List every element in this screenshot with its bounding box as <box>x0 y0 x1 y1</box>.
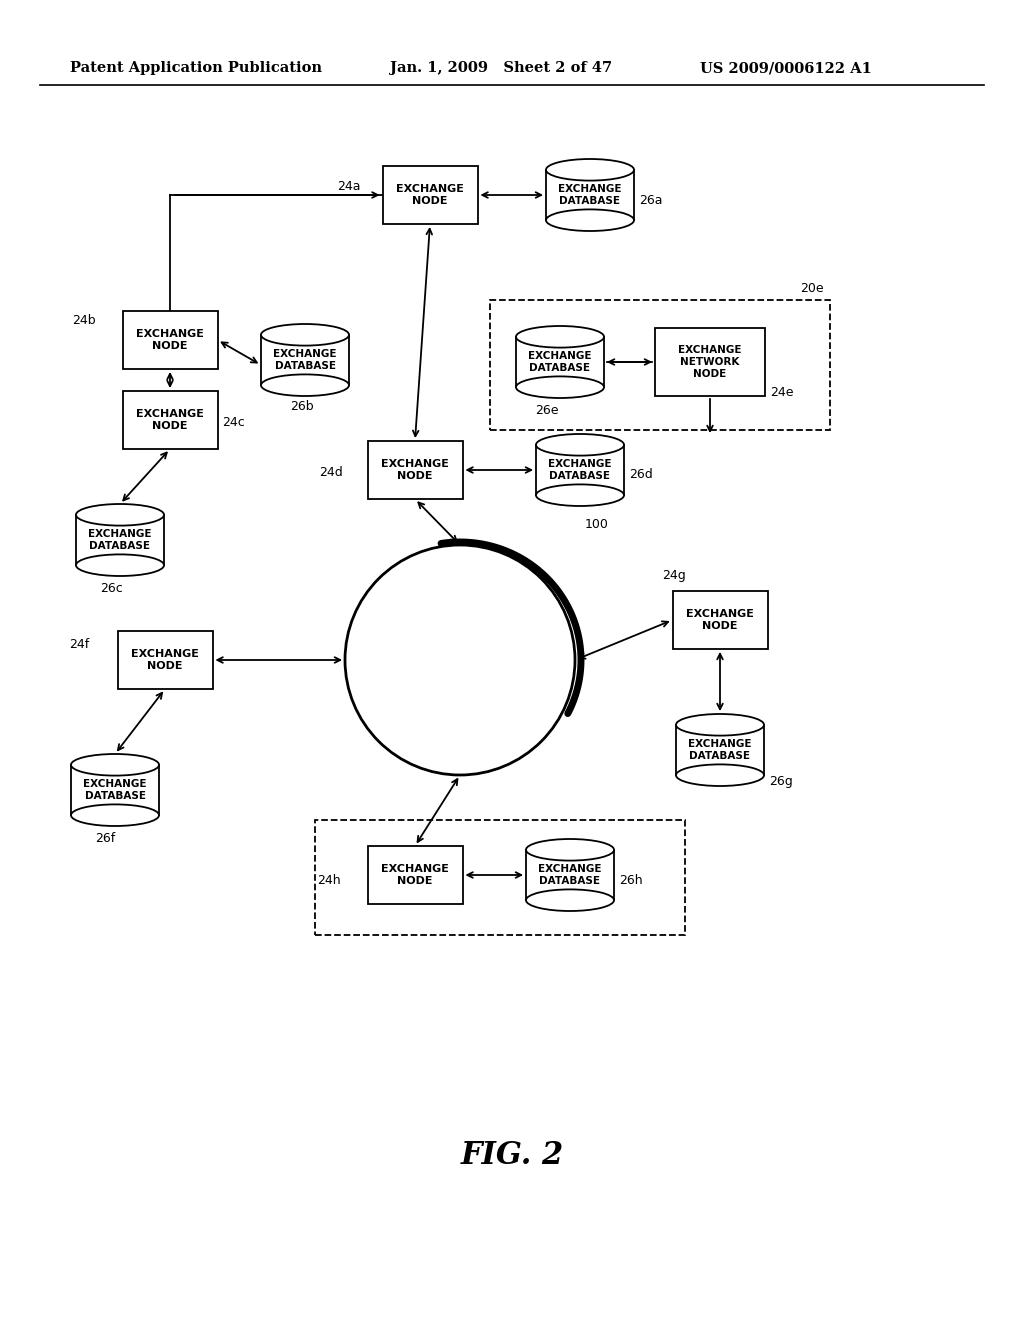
Text: EXCHANGE
NODE: EXCHANGE NODE <box>136 409 204 430</box>
Ellipse shape <box>536 484 624 506</box>
FancyArrowPatch shape <box>118 693 162 750</box>
Ellipse shape <box>516 376 604 399</box>
Ellipse shape <box>345 545 575 775</box>
Text: 26a: 26a <box>639 194 663 206</box>
Text: EXCHANGE
DATABASE: EXCHANGE DATABASE <box>528 351 592 372</box>
Text: 24b: 24b <box>73 314 96 326</box>
FancyArrowPatch shape <box>467 467 531 473</box>
Ellipse shape <box>546 158 634 181</box>
Text: EXCHANGE
DATABASE: EXCHANGE DATABASE <box>688 739 752 760</box>
FancyBboxPatch shape <box>118 631 213 689</box>
Ellipse shape <box>76 504 164 525</box>
Ellipse shape <box>71 804 159 826</box>
Text: 24d: 24d <box>319 466 343 479</box>
Text: EXCHANGE
DATABASE: EXCHANGE DATABASE <box>558 185 622 206</box>
FancyBboxPatch shape <box>123 391 217 449</box>
Text: 24f: 24f <box>70 639 90 652</box>
Text: 26b: 26b <box>290 400 313 412</box>
Text: EXCHANGE
DATABASE: EXCHANGE DATABASE <box>548 459 611 480</box>
FancyBboxPatch shape <box>368 846 463 904</box>
Text: 100: 100 <box>585 519 609 532</box>
FancyArrowPatch shape <box>607 359 650 364</box>
Text: 24c: 24c <box>222 416 246 429</box>
FancyArrowPatch shape <box>413 228 432 436</box>
Text: 26h: 26h <box>618 874 643 887</box>
Text: EXCHANGE
DATABASE: EXCHANGE DATABASE <box>83 779 146 801</box>
Text: FIG. 2: FIG. 2 <box>461 1139 563 1171</box>
Ellipse shape <box>526 890 614 911</box>
Text: 24a: 24a <box>338 181 361 194</box>
Text: 26c: 26c <box>100 582 123 594</box>
Ellipse shape <box>536 434 624 455</box>
Bar <box>76 515 164 565</box>
Bar <box>546 170 634 220</box>
Bar <box>676 725 764 775</box>
Ellipse shape <box>516 326 604 347</box>
Bar <box>526 850 614 900</box>
FancyBboxPatch shape <box>368 441 463 499</box>
FancyBboxPatch shape <box>655 327 765 396</box>
Ellipse shape <box>76 554 164 576</box>
FancyArrowPatch shape <box>167 374 173 387</box>
Text: US 2009/0006122 A1: US 2009/0006122 A1 <box>700 61 871 75</box>
Text: EXCHANGE
DATABASE: EXCHANGE DATABASE <box>88 529 152 550</box>
FancyArrowPatch shape <box>123 453 167 500</box>
FancyArrowPatch shape <box>580 622 668 659</box>
Text: 26g: 26g <box>769 775 793 788</box>
FancyBboxPatch shape <box>383 166 477 224</box>
Ellipse shape <box>261 323 349 346</box>
Text: Jan. 1, 2009   Sheet 2 of 47: Jan. 1, 2009 Sheet 2 of 47 <box>390 61 612 75</box>
Text: EXCHANGE
DATABASE: EXCHANGE DATABASE <box>539 865 602 886</box>
Text: Patent Application Publication: Patent Application Publication <box>70 61 322 75</box>
Text: 24h: 24h <box>317 874 341 887</box>
Text: 26f: 26f <box>95 832 116 845</box>
Ellipse shape <box>526 840 614 861</box>
Bar <box>71 764 159 816</box>
FancyArrowPatch shape <box>717 653 723 709</box>
FancyBboxPatch shape <box>673 591 768 649</box>
Text: EXCHANGE
DATABASE: EXCHANGE DATABASE <box>273 350 337 371</box>
Text: 26e: 26e <box>535 404 558 417</box>
Text: 26d: 26d <box>629 469 652 482</box>
Text: EXCHANGE
NODE: EXCHANGE NODE <box>396 185 464 206</box>
FancyArrowPatch shape <box>609 359 652 364</box>
Text: 20e: 20e <box>800 281 823 294</box>
Text: EXCHANGE
NETWORK
NODE: EXCHANGE NETWORK NODE <box>678 346 741 379</box>
Text: EXCHANGE
NODE: EXCHANGE NODE <box>131 649 199 671</box>
Text: EXCHANGE
NODE: EXCHANGE NODE <box>381 459 449 480</box>
Text: EXCHANGE
NODE: EXCHANGE NODE <box>381 865 449 886</box>
FancyArrowPatch shape <box>482 193 542 198</box>
Text: EXCHANGE
NODE: EXCHANGE NODE <box>686 610 754 631</box>
Bar <box>536 445 624 495</box>
Ellipse shape <box>676 764 764 785</box>
Ellipse shape <box>546 210 634 231</box>
Text: EXCHANGE
NODE: EXCHANGE NODE <box>136 329 204 351</box>
FancyArrowPatch shape <box>419 503 457 541</box>
FancyArrowPatch shape <box>221 342 257 363</box>
Bar <box>516 337 604 387</box>
FancyArrowPatch shape <box>467 873 521 878</box>
Ellipse shape <box>261 375 349 396</box>
FancyArrowPatch shape <box>708 399 713 432</box>
Ellipse shape <box>676 714 764 735</box>
FancyBboxPatch shape <box>123 312 217 370</box>
Text: 24e: 24e <box>770 385 794 399</box>
FancyArrowPatch shape <box>418 779 458 842</box>
FancyArrowPatch shape <box>217 657 340 663</box>
Text: 24g: 24g <box>663 569 686 582</box>
Bar <box>261 335 349 385</box>
Ellipse shape <box>71 754 159 776</box>
